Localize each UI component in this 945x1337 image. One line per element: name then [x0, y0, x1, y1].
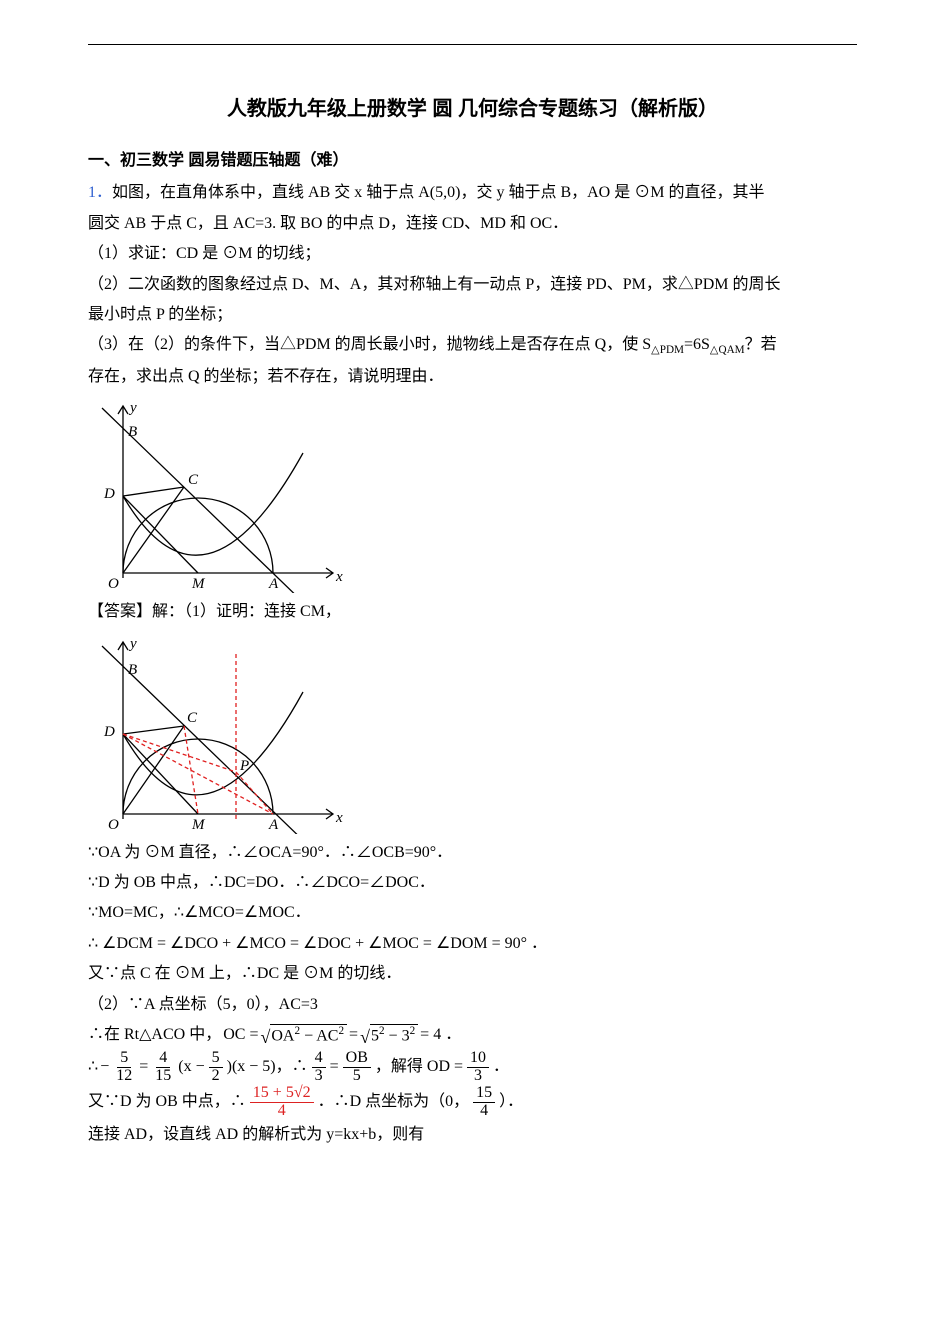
section-heading: 一、初三数学 圆易错题压轴题（难）	[88, 146, 857, 176]
t: 5	[371, 1028, 379, 1045]
t: ∴	[88, 1052, 98, 1082]
t: ．	[493, 1052, 509, 1082]
den: 15	[152, 1068, 174, 1085]
text: ∴在 Rt△ACO 中，	[88, 1020, 221, 1050]
proof-line-4: ∴ ∠DCM = ∠DCO + ∠MCO = ∠DOC + ∠MOC = ∠DO…	[88, 929, 857, 959]
axis-x-label: x	[335, 810, 343, 826]
fraction: OB5	[343, 1050, 371, 1085]
t: (x −	[178, 1052, 204, 1082]
sqrt-icon: √ 52 − 32	[360, 1024, 418, 1046]
pt-D: D	[103, 486, 115, 502]
text: 如图，在直角体系中，直线 AB 交 x 轴于点 A(5,0)，交 y 轴于点 B…	[112, 184, 764, 201]
t: ，解得 OD =	[375, 1052, 463, 1082]
den: 5	[350, 1068, 364, 1085]
pt-M: M	[191, 817, 206, 833]
problem-line-1: 1．如图，在直角体系中，直线 AB 交 x 轴于点 A(5,0)，交 y 轴于点…	[88, 178, 857, 208]
pt-B: B	[128, 424, 137, 440]
pt-P: P	[239, 758, 249, 774]
geometry-figure-1: y x B D C O M A	[88, 398, 348, 593]
eq: =	[330, 1052, 339, 1082]
proof-line-3: ∵MO=MC，∴∠MCO=∠MOC．	[88, 898, 857, 928]
answer-label: 【答案】	[88, 603, 152, 620]
axis-y-label: y	[128, 636, 137, 652]
num: 5	[117, 1050, 131, 1068]
pt-C: C	[187, 710, 198, 726]
text: =6S	[684, 336, 710, 353]
t: = 4 ．	[420, 1020, 461, 1050]
num: 15	[473, 1085, 495, 1103]
sup: 2	[410, 1025, 416, 1037]
num: 4	[312, 1050, 326, 1068]
pt-A: A	[268, 817, 279, 833]
t: ．∴D 点坐标为（0，	[318, 1087, 470, 1117]
t: 又∵D 为 OB 中点，∴	[88, 1087, 246, 1117]
den: 3	[312, 1068, 326, 1085]
text: （3）在（2）的条件下，当△PDM 的周长最小时，抛物线上是否存在点 Q，使 S	[88, 336, 651, 353]
den: 2	[209, 1068, 223, 1085]
fraction: 103	[467, 1050, 489, 1085]
num: 10	[467, 1050, 489, 1068]
num: 4	[156, 1050, 170, 1068]
t: ）．	[499, 1087, 523, 1117]
fraction: 154	[473, 1085, 495, 1120]
problem-line-5: 最小时点 P 的坐标；	[88, 300, 857, 330]
sqrt-icon: √ OA2 − AC2	[260, 1024, 347, 1046]
fraction: 43	[312, 1050, 326, 1085]
text: 解：（1）证明：连接 CM，	[152, 603, 341, 620]
proof-line-2: ∵D 为 OB 中点，∴DC=DO．∴∠DCO=∠DOC．	[88, 868, 857, 898]
answer-line: 【答案】解：（1）证明：连接 CM，	[88, 597, 857, 627]
num: 15 + 5√2	[250, 1085, 314, 1103]
subscript: △QAM	[710, 345, 745, 357]
fraction: 52	[209, 1050, 223, 1085]
eq: =	[139, 1052, 148, 1082]
t: − 3	[385, 1028, 410, 1045]
fraction: 415	[152, 1050, 174, 1085]
pt-C: C	[188, 472, 199, 488]
t: − AC	[300, 1028, 338, 1045]
pt-D: D	[103, 724, 115, 740]
part2-line-3: ∴ − 512 = 415 (x − 52 )(x − 5)，∴ 43 = OB…	[88, 1050, 857, 1085]
part2-line-1: （2）∵A 点坐标（5，0），AC=3	[88, 990, 857, 1020]
question-number: 1．	[88, 184, 112, 201]
problem-line-6: （3）在（2）的条件下，当△PDM 的周长最小时，抛物线上是否存在点 Q，使 S…	[88, 330, 857, 361]
axis-y-label: y	[128, 400, 137, 416]
den: 3	[471, 1068, 485, 1085]
den: 4	[275, 1103, 289, 1120]
subscript: △PDM	[651, 345, 684, 357]
t: )(x − 5)，∴	[227, 1052, 308, 1082]
problem-line-4: （2）二次函数的图象经过点 D、M、A，其对称轴上有一动点 P，连接 PD、PM…	[88, 270, 857, 300]
proof-line-5: 又∵点 C 在 ⊙M 上，∴DC 是 ⊙M 的切线．	[88, 959, 857, 989]
top-rule	[88, 44, 857, 45]
num: 5	[209, 1050, 223, 1068]
axis-x-label: x	[335, 569, 343, 585]
fraction-red: 15 + 5√24	[250, 1085, 314, 1120]
den: 12	[113, 1068, 135, 1085]
page-title: 人教版九年级上册数学 圆 几何综合专题练习（解析版）	[88, 90, 857, 128]
fraction: 512	[113, 1050, 135, 1085]
pt-B: B	[128, 662, 137, 678]
geometry-figure-2: y x B D C P O M A	[88, 634, 348, 834]
oc-left: OC =	[223, 1020, 258, 1050]
pt-O: O	[108, 817, 119, 833]
part2-line-4: 又∵D 为 OB 中点，∴ 15 + 5√24 ．∴D 点坐标为（0， 154 …	[88, 1085, 857, 1120]
den: 4	[477, 1103, 491, 1120]
figure-2: y x B D C P O M A	[88, 634, 857, 834]
pt-M: M	[191, 576, 206, 592]
part2-line-5: 连接 AD，设直线 AD 的解析式为 y=kx+b，则有	[88, 1120, 857, 1150]
num: OB	[343, 1050, 371, 1068]
problem-line-2: 圆交 AB 于点 C，且 AC=3. 取 BO 的中点 D，连接 CD、MD 和…	[88, 209, 857, 239]
pt-O: O	[108, 576, 119, 592]
figure-1: y x B D C O M A	[88, 398, 857, 593]
sup: 2	[338, 1025, 344, 1037]
problem-line-3: （1）求证：CD 是 ⊙M 的切线；	[88, 239, 857, 269]
text: ？若	[745, 336, 777, 353]
eq: =	[349, 1020, 358, 1050]
pt-A: A	[268, 576, 279, 592]
proof-line-1: ∵OA 为 ⊙M 直径，∴∠OCA=90°．∴∠OCB=90°．	[88, 838, 857, 868]
part2-line-2: ∴在 Rt△ACO 中， OC = √ OA2 − AC2 = √ 52 − 3…	[88, 1020, 857, 1050]
problem-line-7: 存在，求出点 Q 的坐标；若不存在，请说明理由．	[88, 362, 857, 392]
t: OA	[271, 1028, 294, 1045]
neg: −	[100, 1052, 109, 1082]
